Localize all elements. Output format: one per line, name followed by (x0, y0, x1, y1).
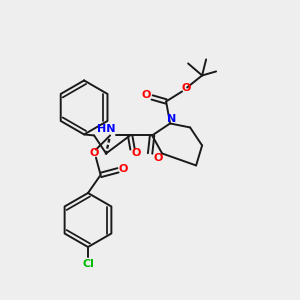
Text: N: N (167, 114, 177, 124)
Text: O: O (182, 83, 191, 93)
Text: HN: HN (97, 124, 116, 134)
Text: O: O (118, 164, 128, 174)
Text: O: O (89, 148, 99, 158)
Text: O: O (153, 153, 163, 164)
Text: O: O (141, 90, 151, 100)
Text: Cl: Cl (82, 259, 94, 269)
Text: O: O (132, 148, 141, 158)
